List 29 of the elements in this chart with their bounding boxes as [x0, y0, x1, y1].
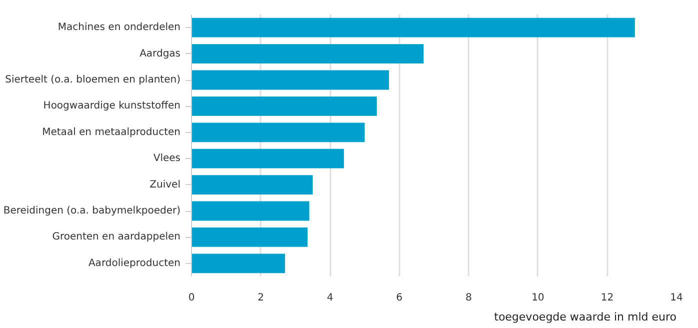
- x-tick-label: 8: [465, 292, 472, 304]
- y-tick-label: Vlees: [153, 153, 181, 164]
- y-tick-label: Metaal en metaalproducten: [42, 126, 181, 138]
- bar: [192, 228, 308, 247]
- y-tick-label: Machines en onderdelen: [58, 22, 180, 34]
- y-tick-label: Hoogwaardige kunststoffen: [43, 100, 181, 112]
- y-tick-label: Sierteelt (o.a. bloemen en planten): [5, 74, 181, 86]
- bar: [192, 18, 635, 38]
- y-tick-label: Bereidingen (o.a. babymelkpoeder): [3, 206, 181, 216]
- y-tick-label: Groenten en aardappelen: [52, 232, 181, 243]
- bar: [192, 254, 286, 274]
- bar: [192, 44, 424, 64]
- bar: [192, 96, 377, 116]
- x-tick-label: 14: [670, 292, 683, 304]
- x-tick-label: 2: [258, 292, 264, 304]
- y-tick-label: Zuivel: [150, 179, 181, 190]
- x-tick-label: 10: [532, 292, 544, 304]
- x-tick-label: 0: [188, 292, 195, 304]
- y-tick-label: Aardolieproducten: [88, 258, 180, 269]
- x-tick-label: 4: [326, 292, 334, 304]
- x-tick-label: 6: [396, 292, 403, 304]
- bar: [192, 122, 365, 142]
- bar: [192, 175, 313, 194]
- bar: [192, 70, 389, 90]
- bar: [192, 201, 310, 221]
- bar: [192, 148, 344, 168]
- x-axis-title: toegevoegde waarde in mld euro: [494, 310, 677, 324]
- x-tick-label: 12: [600, 292, 614, 304]
- y-tick-label: Aardgas: [140, 48, 180, 60]
